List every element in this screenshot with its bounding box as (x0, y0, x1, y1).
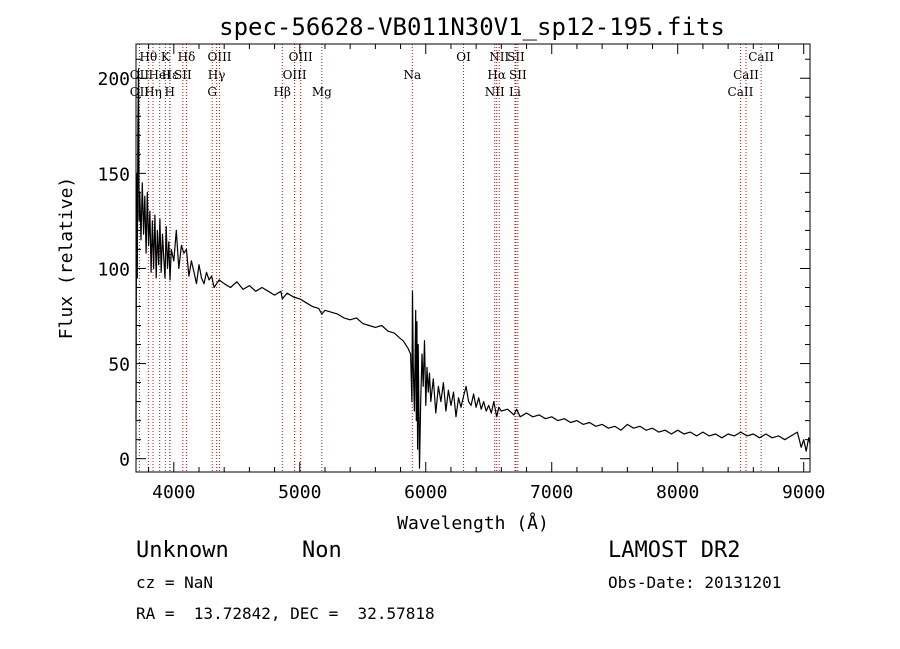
line-marker-label: H (165, 85, 175, 99)
line-marker-label: Hα (487, 68, 506, 82)
plot-frame (135, 43, 811, 473)
line-marker-label: CaII (728, 85, 754, 99)
line-marker-label: Na (403, 68, 421, 82)
line-marker-label: Hθ (139, 50, 157, 64)
line-marker-label: CaII (733, 68, 759, 82)
redshift-text: cz = NaN (136, 573, 214, 592)
x-tick-label: 8000 (656, 482, 699, 503)
y-axis-label: Flux (relative) (56, 177, 77, 340)
x-tick-label: 6000 (404, 482, 447, 503)
chart-title: spec-56628-VB011N30V1_sp12-195.fits (219, 13, 725, 41)
data-layer (135, 68, 811, 469)
x-tick-label: 7000 (530, 482, 573, 503)
line-marker-label: NII (489, 50, 509, 64)
line-marker-label: Hβ (274, 85, 291, 99)
x-axis-label: Wavelength (Å) (397, 512, 549, 534)
line-marker-label: OIII (207, 50, 231, 64)
line-marker-label: Hγ (208, 68, 226, 82)
line-marker-label: SII (507, 50, 525, 64)
y-tick-label: 50 (108, 355, 130, 376)
line-marker-label: Li (509, 85, 521, 99)
line-marker-label: Mg (312, 85, 332, 99)
line-marker-label: G (207, 85, 217, 99)
line-marker-label: SII (509, 68, 527, 82)
x-tick-label: 4000 (152, 482, 195, 503)
observation-date: Obs-Date: 20131201 (608, 573, 782, 592)
y-tick-label: 100 (97, 259, 130, 280)
line-marker-label: NII (485, 85, 505, 99)
axis-tick-layer: 4000 5000 6000 7000 8000 9000 0 50 100 150 200 (97, 44, 825, 503)
line-marker-label: OIII (283, 68, 307, 82)
x-tick-label: 9000 (782, 482, 825, 503)
line-marker-label: Hη (144, 85, 162, 99)
line-marker-label: OI (456, 50, 471, 64)
object-class: Unknown (136, 538, 229, 563)
x-tick-label: 5000 (278, 482, 321, 503)
line-marker-label: K (161, 50, 171, 64)
line-marker-label: HeI (149, 68, 172, 82)
line-marker-label: OII (130, 68, 150, 82)
line-marker-label: Hδ (178, 50, 196, 64)
spectrum-line-0 (135, 68, 811, 469)
y-tick-label: 200 (97, 69, 130, 90)
object-subclass: Non (302, 538, 342, 563)
y-tick-label: 0 (119, 450, 130, 471)
coordinates-text: RA = 13.72842, DEC = 32.57818 (136, 604, 435, 623)
y-tick-label: 150 (97, 164, 130, 185)
line-marker-label: SII (174, 68, 192, 82)
survey-name: LAMOST DR2 (608, 538, 741, 563)
line-marker-label: OII (130, 85, 150, 99)
line-marker-label: CaII (748, 50, 774, 64)
line-marker-label: OIII (289, 50, 313, 64)
